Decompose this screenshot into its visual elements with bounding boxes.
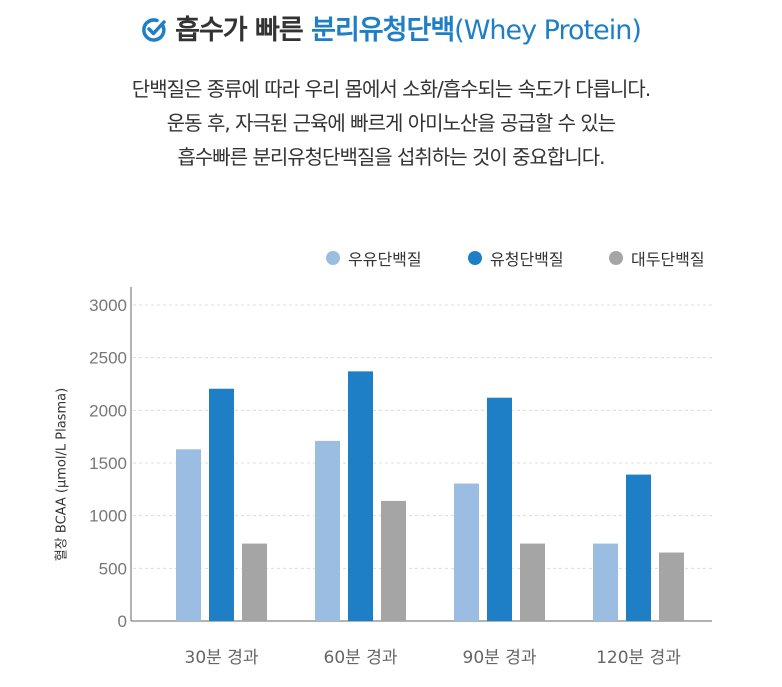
x-tick-label: 60분 경과 bbox=[324, 648, 398, 668]
legend-swatch bbox=[326, 251, 340, 265]
bar bbox=[348, 371, 373, 621]
y-tick-label: 500 bbox=[99, 559, 127, 578]
title-dark: 흡수가 빠른 bbox=[175, 15, 312, 46]
chart-legend: 우유단백질 유청단백질 대두단백질 bbox=[0, 246, 782, 270]
y-tick-label: 2000 bbox=[89, 401, 127, 420]
legend-swatch bbox=[609, 251, 623, 265]
x-tick-label: 90분 경과 bbox=[463, 648, 537, 668]
legend-label: 유청단백질 bbox=[490, 250, 564, 269]
bar bbox=[242, 543, 267, 621]
y-tick-label: 0 bbox=[118, 612, 127, 631]
bar bbox=[626, 474, 651, 621]
page-title: 흡수가 빠른 분리유청단백(Whey Protein) bbox=[0, 8, 782, 47]
description-line: 단백질은 종류에 따라 우리 몸에서 소화/흡수되는 속도가 다릅니다. bbox=[131, 77, 651, 101]
y-tick-label: 3000 bbox=[89, 296, 127, 315]
bar bbox=[209, 388, 234, 621]
title-blue: 분리유청단백 bbox=[311, 15, 455, 46]
title-en: (Whey Protein) bbox=[454, 15, 642, 46]
bar bbox=[176, 449, 201, 621]
bar bbox=[659, 552, 684, 621]
x-tick-label: 120분 경과 bbox=[596, 648, 681, 668]
legend-label: 대두단백질 bbox=[631, 250, 705, 269]
description-line: 흡수빠른 분리유청단백질을 섭취하는 것이 중요합니다. bbox=[177, 145, 606, 169]
description: 단백질은 종류에 따라 우리 몸에서 소화/흡수되는 속도가 다릅니다. 운동 … bbox=[0, 72, 782, 174]
bar bbox=[487, 397, 512, 621]
bar bbox=[454, 483, 479, 621]
bar bbox=[381, 500, 406, 621]
bar bbox=[315, 440, 340, 621]
legend-item: 대두단백질 bbox=[609, 246, 705, 270]
legend-item: 우유단백질 bbox=[326, 246, 422, 270]
x-tick-label: 30분 경과 bbox=[185, 648, 259, 668]
legend-swatch bbox=[468, 251, 482, 265]
y-tick-label: 1500 bbox=[89, 454, 127, 473]
y-tick-label: 2500 bbox=[89, 349, 127, 368]
check-circle-icon bbox=[142, 18, 166, 42]
bar bbox=[593, 543, 618, 621]
y-tick-label: 1000 bbox=[89, 507, 127, 526]
legend-label: 우유단백질 bbox=[348, 250, 422, 269]
legend-item: 유청단백질 bbox=[468, 246, 564, 270]
bar bbox=[520, 543, 545, 621]
description-line: 운동 후, 자극된 근육에 빠르게 아미노산을 공급할 수 있는 bbox=[166, 111, 616, 135]
